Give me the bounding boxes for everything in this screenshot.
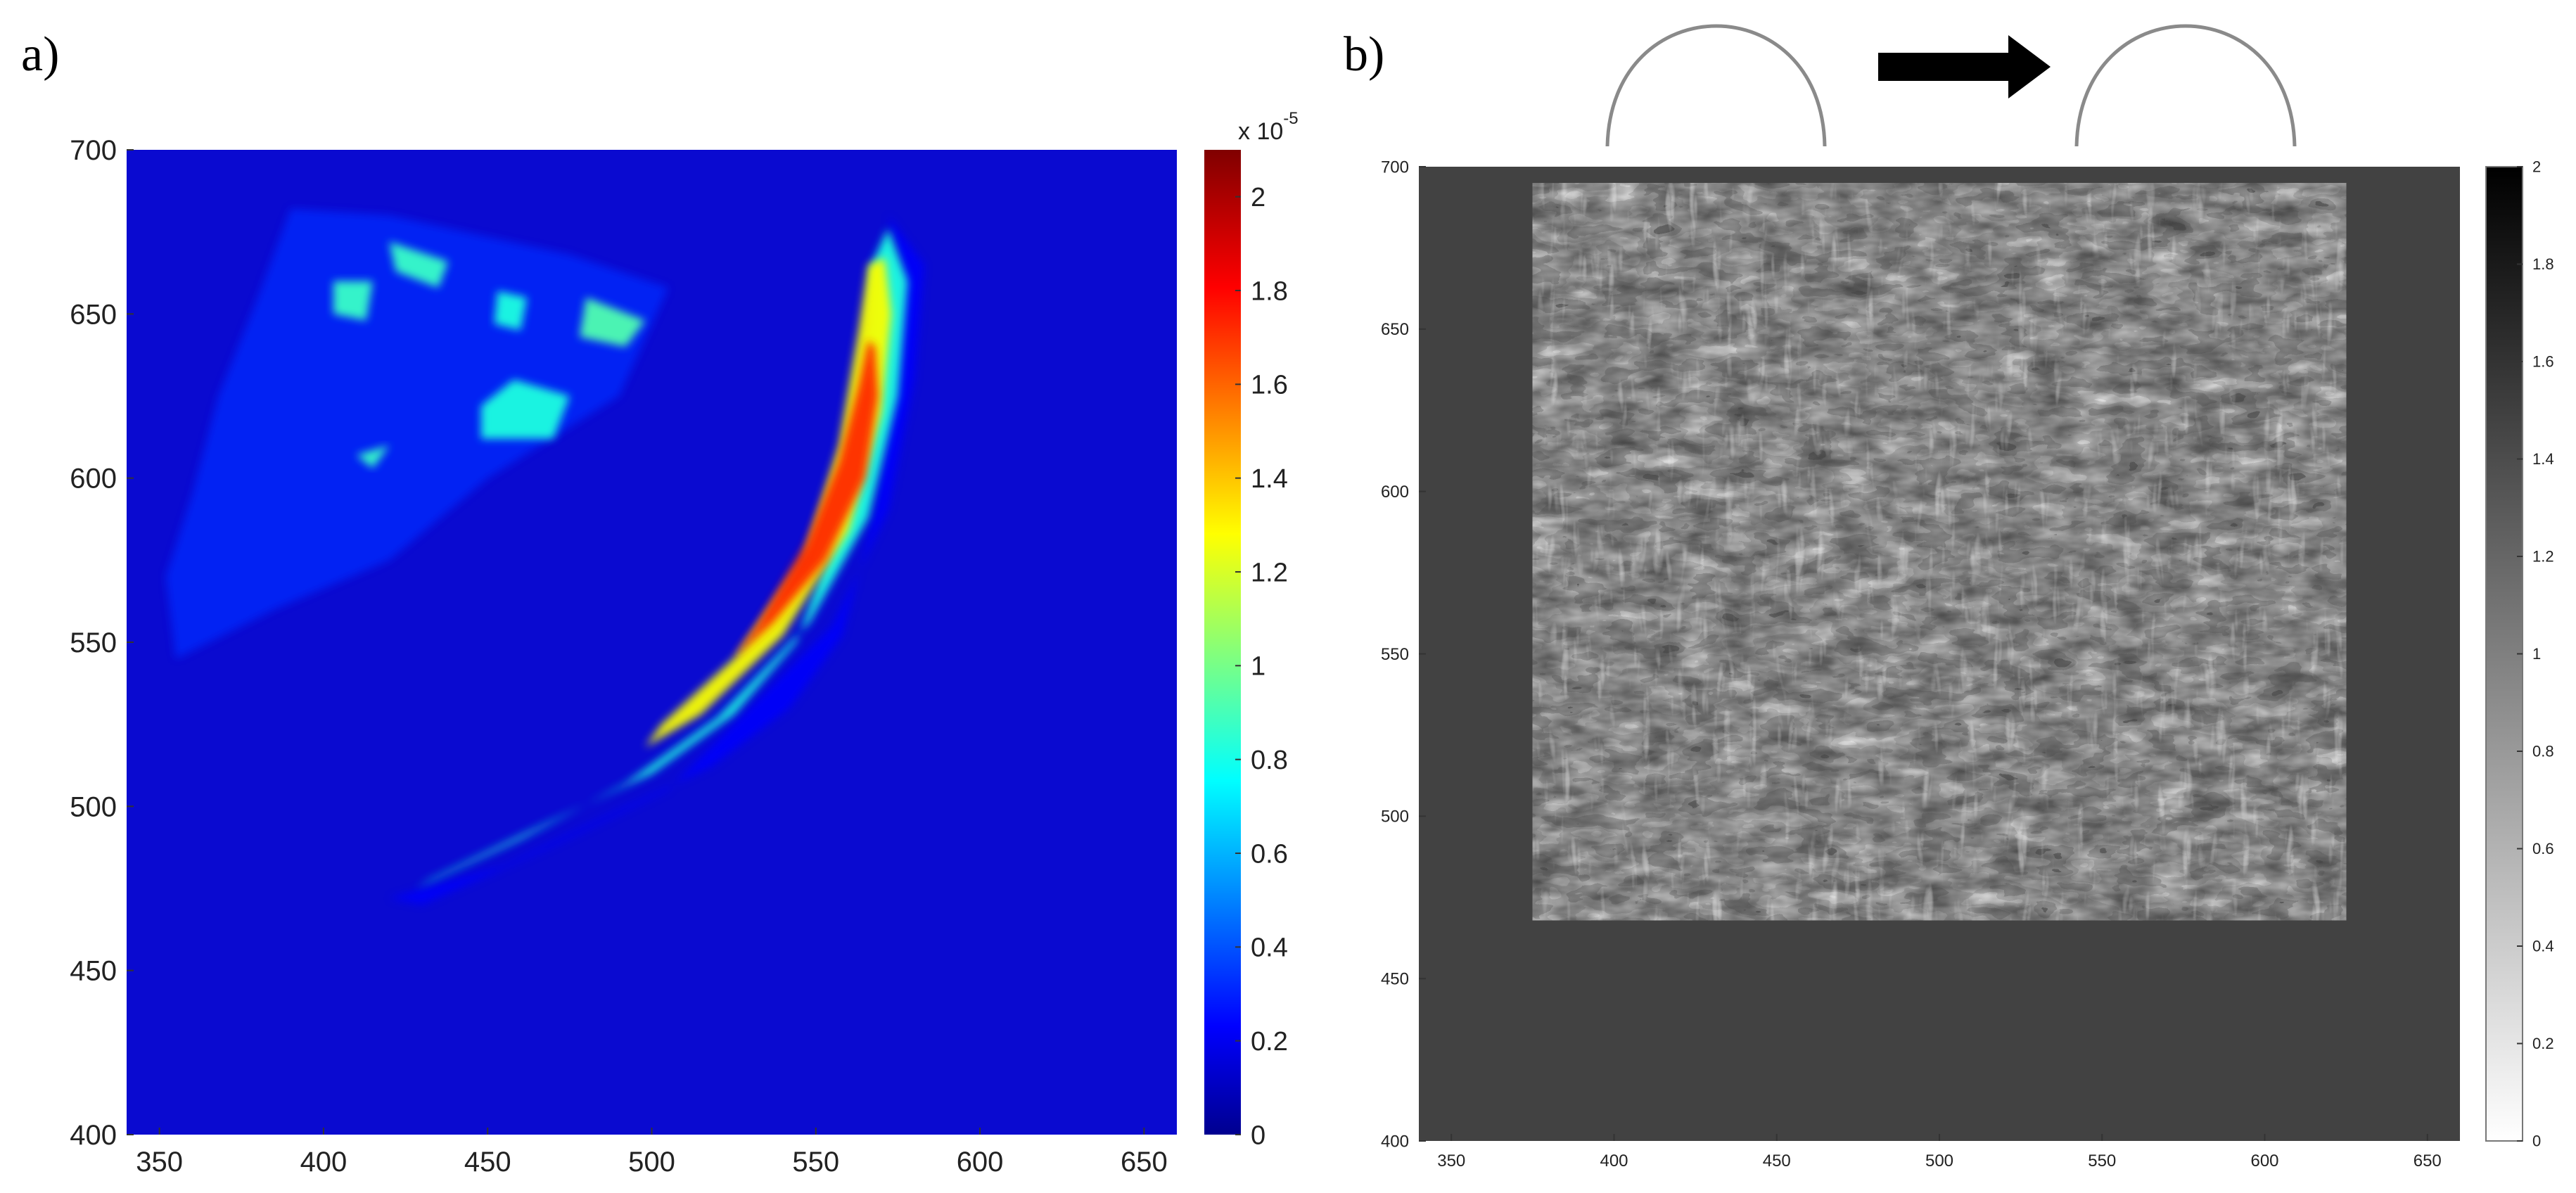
panel-b-label: b) xyxy=(1344,27,1385,82)
panel-a-y-tick-label: 550 xyxy=(70,627,117,658)
colorbar-exponent-base: x 10 xyxy=(1238,118,1283,145)
panel-b-colorbar-tick-label: 1.8 xyxy=(2532,255,2554,273)
panel-a-x-tick-label: 550 xyxy=(792,1147,839,1178)
arrow-right-icon xyxy=(1878,35,2051,98)
panel-a-colorbar-ticks: 0 0.2 0.4 0.6 0.8 1 1.2 1.4 1.6 1.8 2 xyxy=(1235,183,1288,1150)
panel-a-heatmap: 350 400 450 500 550 600 650 400 450 500 550 600 650… xyxy=(70,109,1298,1178)
panel-a-colorbar xyxy=(1204,150,1241,1135)
panel-a-colorbar-tick-label: 0.8 xyxy=(1251,746,1288,775)
panel-a-colorbar-tick-label: 0 xyxy=(1251,1121,1265,1150)
panel-a-y-tick-label: 450 xyxy=(70,956,117,987)
panel-a-y-tick-label: 500 xyxy=(70,791,117,822)
panel-a-green-spot-5 xyxy=(480,379,570,439)
panel-a-y-tick-label: 600 xyxy=(70,464,117,495)
panel-b-colorbar-ticks: 0 0.2 0.4 0.6 0.8 1 1.2 1.4 1.6 1.8 2 xyxy=(2517,158,2554,1150)
panel-a-colorbar-tick-label: 0.2 xyxy=(1251,1027,1288,1057)
panel-a-colorbar-tick-label: 1.2 xyxy=(1251,558,1288,587)
panel-b-y-ticks: 400 450 500 550 600 650 700 xyxy=(1381,158,1426,1151)
panel-a-colorbar-tick-label: 1.4 xyxy=(1251,464,1288,494)
panel-a-x-tick-label: 600 xyxy=(957,1147,1004,1178)
panel-a-colorbar-exponent: x 10-5 xyxy=(1238,109,1299,145)
panel-a-y-tick-label: 700 xyxy=(70,135,117,166)
panel-b-colorbar-tick-label: 0.8 xyxy=(2532,743,2554,760)
panel-b-colorbar-tick-label: 1.6 xyxy=(2532,353,2554,371)
panel-a-features xyxy=(166,209,924,905)
panel-a-x-tick-label: 450 xyxy=(464,1147,511,1178)
panel-a-x-tick-label: 350 xyxy=(136,1147,183,1178)
panel-a-x-ticks: 350 400 450 500 550 600 650 xyxy=(136,1128,1168,1178)
panel-b-colorbar-tick-label: 1 xyxy=(2532,645,2541,663)
panel-a-colorbar-tick-label: 1 xyxy=(1251,652,1265,682)
panel-b-x-tick-label: 500 xyxy=(1925,1151,1953,1170)
panel-a-x-tick-label: 650 xyxy=(1121,1147,1168,1178)
panel-a-colorbar-tick-label: 2 xyxy=(1251,183,1265,212)
panel-b-stripes xyxy=(1532,183,2347,921)
panel-a-colorbar-tick-label: 1.6 xyxy=(1251,371,1288,400)
panel-b-colorbar-tick-label: 0.6 xyxy=(2532,840,2554,857)
panel-b-x-tick-label: 650 xyxy=(2414,1151,2442,1170)
panel-b-x-ticks: 350 400 450 500 550 600 650 xyxy=(1437,1134,2442,1170)
panel-a-y-tick-label: 650 xyxy=(70,299,117,330)
panel-b-x-tick-label: 450 xyxy=(1763,1151,1791,1170)
panel-b-x-tick-label: 550 xyxy=(2088,1151,2116,1170)
arch-left-icon xyxy=(1605,24,1827,147)
panel-b-data-region xyxy=(1532,183,2347,921)
panel-b-colorbar-tick-label: 0 xyxy=(2532,1133,2541,1150)
panel-a-y-ticks: 400 450 500 550 600 650 700 xyxy=(70,135,134,1151)
panel-b-y-tick-label: 600 xyxy=(1381,483,1409,502)
panel-b-y-tick-label: 400 xyxy=(1381,1132,1409,1151)
panel-a-x-tick-label: 400 xyxy=(300,1147,347,1178)
panel-b-colorbar xyxy=(2485,166,2523,1142)
panel-a-green-spot-1 xyxy=(333,281,373,321)
panel-b-colorbar-tick-label: 0.4 xyxy=(2532,938,2554,955)
arch-right-icon xyxy=(2074,24,2297,147)
panel-b-x-tick-label: 600 xyxy=(2250,1151,2278,1170)
panel-b-colorbar-tick-label: 1.4 xyxy=(2532,450,2554,468)
panel-a-green-spot-2 xyxy=(389,241,449,288)
panel-b-y-tick-label: 450 xyxy=(1381,970,1409,989)
panel-b-x-tick-label: 350 xyxy=(1437,1151,1465,1170)
panel-b-colorbar-tick-label: 1.2 xyxy=(2532,548,2554,566)
panel-a-diffuse-region xyxy=(166,209,668,659)
panel-b-y-tick-label: 650 xyxy=(1381,320,1409,339)
panel-a-x-tick-label: 500 xyxy=(628,1147,675,1178)
panel-a-y-tick-label: 400 xyxy=(70,1120,117,1151)
panel-a-band-red xyxy=(734,340,879,659)
panel-a-label: a) xyxy=(21,27,60,82)
colorbar-exponent-power: -5 xyxy=(1283,109,1298,128)
panel-b-y-tick-label: 550 xyxy=(1381,645,1409,664)
panel-b-y-tick-label: 500 xyxy=(1381,808,1409,827)
panel-b-y-tick-label: 700 xyxy=(1381,158,1409,177)
panel-a-green-spot-4 xyxy=(579,298,646,347)
panel-a-colorbar-tick-label: 1.8 xyxy=(1251,276,1288,306)
panel-a-green-spot-6 xyxy=(356,445,390,468)
panel-b-colorbar-tick-label: 0.2 xyxy=(2532,1035,2554,1052)
panel-b-x-tick-label: 400 xyxy=(1600,1151,1628,1170)
panel-b-colorbar-tick-label: 2 xyxy=(2532,158,2541,176)
panel-a-colorbar-tick-label: 0.4 xyxy=(1251,933,1288,963)
panel-b-heatmap: 350 400 450 500 550 600 650 400 450 500 550 600 650… xyxy=(1381,24,2554,1170)
panel-a-green-spot-3 xyxy=(494,291,528,331)
panel-a-colorbar-tick-label: 0.6 xyxy=(1251,839,1288,869)
